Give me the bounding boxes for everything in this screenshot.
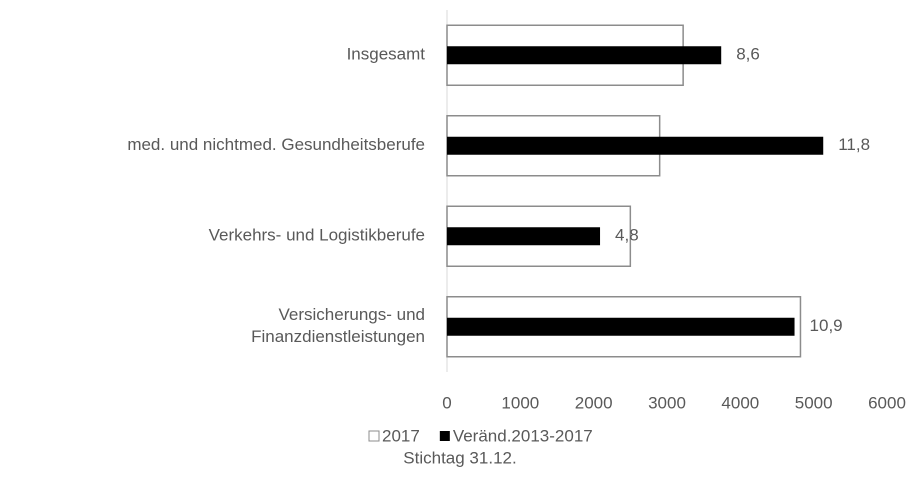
bar [447, 136, 824, 155]
x-tick-label: 6000 [868, 393, 906, 412]
x-tick-label: 2000 [575, 393, 613, 412]
data-label: 8,6 [736, 45, 760, 64]
legend-swatch [439, 431, 450, 441]
data-label: 10,9 [810, 316, 843, 335]
legend-label: Veränd.2013-2017 [453, 426, 593, 445]
y-tick-label: Insgesamt [347, 45, 426, 64]
bar [447, 317, 795, 336]
x-tick-label: 1000 [501, 393, 539, 412]
x-tick-label: 4000 [721, 393, 759, 412]
y-tick-label: Versicherungs- und Finanzdienstleistungen [251, 305, 425, 346]
bar [447, 227, 601, 246]
y-tick-label: Verkehrs- und Logistikberufe [209, 226, 425, 245]
data-label: 4,8 [615, 226, 639, 245]
bar [447, 46, 722, 65]
legend-label: 2017 [382, 426, 420, 445]
data-label: 11,8 [838, 135, 870, 154]
legend-swatch [368, 430, 380, 442]
y-tick-label: med. und nichtmed. Gesundheitsberufe [127, 135, 425, 154]
chart-subtitle: Stichtag 31.12. [403, 448, 516, 467]
x-tick-label: 3000 [648, 393, 686, 412]
x-tick-label: 5000 [795, 393, 833, 412]
x-tick-label: 0 [442, 393, 451, 412]
